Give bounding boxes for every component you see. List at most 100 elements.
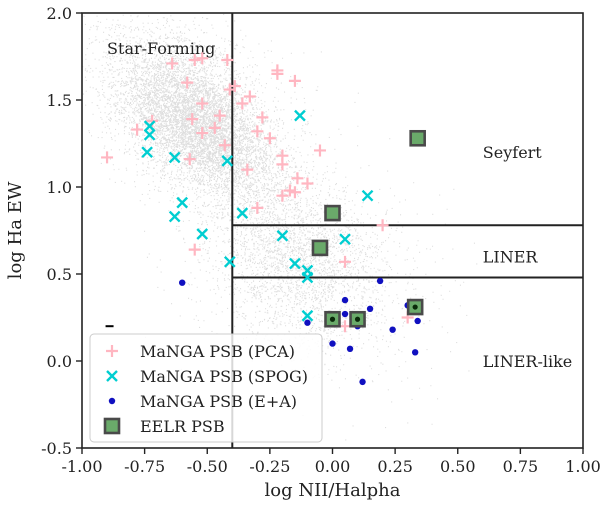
region-label-seyfert: Seyfert (483, 143, 543, 162)
point-plus-16 (236, 97, 249, 110)
region-labels: Star-Forming Seyfert LINER LINER-like (107, 39, 572, 371)
point-dot-1 (304, 319, 311, 326)
legend-item-x: MaNGA PSB (SPOG) (106, 367, 308, 386)
region-label-liner-like: LINER-like (483, 352, 572, 371)
point-x-5 (168, 210, 181, 223)
point-plus-33 (188, 243, 201, 256)
point-plus-18 (251, 125, 264, 138)
point-square-2 (311, 239, 329, 257)
legend-label-square: EELR PSB (140, 417, 225, 436)
point-plus-4 (181, 76, 194, 89)
point-plus-32 (183, 153, 196, 166)
y-axis-label: log Ha EW (5, 181, 26, 279)
x-axis-label: log NII/Halpha (265, 480, 401, 501)
point-square-1 (324, 204, 341, 222)
point-plus-22 (288, 74, 301, 87)
point-dot-9 (389, 326, 396, 333)
point-x-9 (223, 255, 236, 268)
point-plus-28 (313, 144, 326, 157)
legend-item-plus: MaNGA PSB (PCA) (106, 342, 295, 361)
point-x-10 (276, 229, 289, 242)
point-x-16 (339, 233, 351, 246)
y-tick-label-4: 1.5 (47, 91, 72, 110)
legend-item-square: EELR PSB (103, 417, 225, 436)
point-plus-13 (221, 53, 234, 66)
point-plus-27 (291, 172, 304, 185)
y-axis-ticks: -0.5 0.0 0.5 1.0 1.5 2.0 (41, 4, 82, 458)
legend-label-dot: MaNGA PSB (E+A) (140, 392, 297, 411)
point-plus-31 (241, 163, 254, 176)
point-x-3 (168, 151, 181, 164)
point-plus-3 (166, 57, 179, 70)
point-dot-6 (366, 305, 374, 312)
x-tick-label-0: -1.00 (61, 457, 102, 476)
point-plus-8 (196, 97, 209, 110)
point-square-core-4 (354, 316, 361, 322)
legend-marker-x (106, 370, 118, 382)
legend-item-dot: MaNGA PSB (E+A) (108, 392, 297, 411)
point-x-19 (301, 309, 314, 322)
point-plus-11 (213, 109, 226, 122)
legend-marker-dot (108, 397, 116, 405)
x-tick-label-2: -0.50 (187, 457, 228, 476)
legend-box (89, 333, 323, 443)
point-x-12 (289, 257, 301, 270)
y-tick-label-0: -0.5 (41, 439, 72, 458)
point-square-core-5 (412, 304, 418, 310)
point-dot-0 (179, 279, 186, 286)
point-plus-38 (339, 320, 352, 333)
point-x-1 (143, 128, 156, 141)
point-x-6 (196, 228, 209, 240)
x-tick-label-6: 0.50 (440, 457, 476, 476)
point-dot-3 (341, 296, 349, 304)
point-dot-7 (359, 378, 366, 386)
point-plus-29 (276, 158, 289, 171)
x-tick-label-1: -0.75 (124, 457, 165, 476)
point-plus-15 (228, 80, 241, 93)
point-x-0 (143, 120, 156, 132)
y-tick-label-2: 0.5 (47, 265, 72, 284)
point-x-4 (176, 196, 189, 209)
point-dot-11 (414, 317, 421, 325)
series-square (311, 129, 426, 328)
y-tick-label-3: 1.0 (47, 178, 72, 197)
point-plus-21 (271, 67, 284, 80)
point-x-11 (294, 109, 306, 122)
series-x (141, 109, 374, 322)
point-square-core-3 (329, 316, 336, 322)
point-dot-2 (329, 340, 336, 347)
region-label-liner: LINER (483, 248, 539, 267)
point-plus-6 (196, 52, 209, 65)
point-plus-30 (251, 201, 264, 214)
point-plus-5 (188, 53, 201, 66)
background-density-cloud (82, 13, 478, 441)
point-plus-19 (256, 111, 269, 124)
point-plus-34 (276, 189, 289, 202)
legend: MaNGA PSB (PCA) MaNGA PSB (SPOG) MaNGA PSB… (89, 333, 323, 443)
point-plus-9 (196, 127, 209, 140)
point-dot-14 (341, 310, 349, 318)
point-x-17 (361, 189, 374, 202)
series-plus (101, 52, 414, 333)
y-tick-label-1: 0.0 (47, 352, 72, 371)
point-plus-26 (288, 186, 301, 199)
x-tick-label-7: 0.75 (503, 457, 539, 476)
point-x-14 (301, 271, 314, 284)
x-tick-label-5: 0.25 (377, 457, 413, 476)
point-plus-0 (101, 151, 114, 164)
region-label-star-forming: Star-Forming (107, 39, 215, 58)
point-plus-10 (208, 121, 221, 134)
point-x-2 (141, 146, 153, 159)
point-dot-8 (376, 277, 384, 285)
point-plus-1 (131, 123, 144, 136)
y-tick-label-5: 2.0 (47, 4, 72, 23)
data-series (101, 52, 426, 386)
point-dot-4 (346, 345, 354, 353)
point-dot-12 (411, 349, 419, 356)
legend-marker-plus (106, 345, 118, 357)
legend-label-plus: MaNGA PSB (PCA) (140, 342, 295, 361)
legend-marker-square (103, 417, 121, 435)
point-x-7 (221, 155, 234, 167)
point-plus-17 (243, 90, 256, 103)
